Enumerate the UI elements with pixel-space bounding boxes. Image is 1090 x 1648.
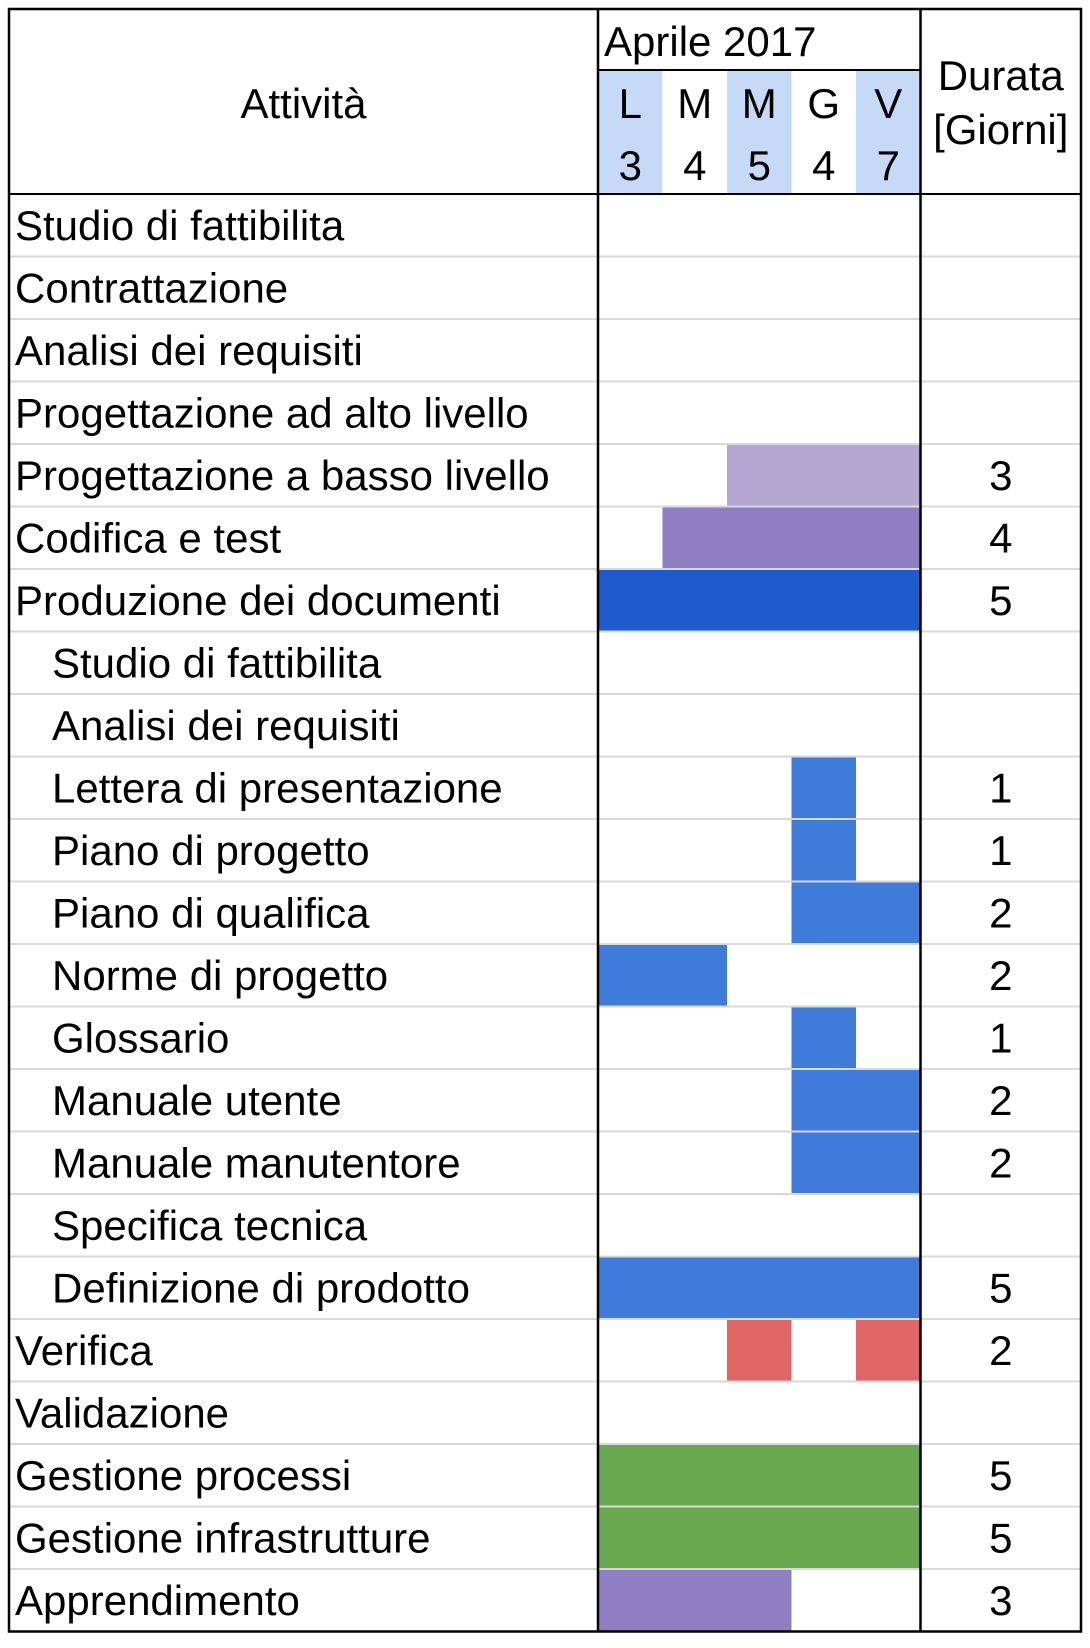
activity-label: Produzione dei documenti <box>15 577 501 624</box>
duration-unit-header: [Giorni] <box>933 106 1068 153</box>
activity-label: Contrattazione <box>15 265 288 312</box>
month-header: Aprile 2017 <box>604 18 816 65</box>
day-header-shade <box>856 70 921 194</box>
activity-label: Manuale manutentore <box>52 1140 461 1187</box>
activity-label: Definizione di prodotto <box>52 1265 470 1312</box>
day-number-label: 3 <box>619 142 642 189</box>
duration-value: 5 <box>989 1265 1012 1312</box>
duration-value: 2 <box>989 1140 1012 1187</box>
activity-label: Norme di progetto <box>52 952 388 999</box>
gantt-bar <box>598 944 727 1007</box>
duration-value: 1 <box>989 765 1012 812</box>
gantt-bar <box>727 444 921 507</box>
activity-header: Attività <box>240 80 367 127</box>
day-number-label: 4 <box>812 142 835 189</box>
activity-label: Validazione <box>15 1390 229 1437</box>
duration-value: 2 <box>989 1327 1012 1374</box>
duration-value: 5 <box>989 1452 1012 1499</box>
gantt-bar <box>727 1319 792 1382</box>
activity-label: Verifica <box>15 1327 153 1374</box>
weekday-label: M <box>742 80 777 127</box>
weekday-label: M <box>677 80 712 127</box>
activity-label: Apprendimento <box>15 1577 300 1624</box>
gantt-bar <box>791 881 921 944</box>
activity-label: Analisi dei requisiti <box>15 327 363 374</box>
gantt-bar <box>598 569 921 632</box>
activity-label: Studio di fattibilita <box>15 202 345 249</box>
duration-value: 1 <box>989 1015 1012 1062</box>
activity-label: Analisi dei requisiti <box>52 702 400 749</box>
day-number-label: 4 <box>683 142 706 189</box>
activity-label: Gestione processi <box>15 1452 351 1499</box>
gantt-bar <box>598 1444 921 1507</box>
gantt-bar <box>791 756 856 819</box>
duration-value: 4 <box>989 515 1012 562</box>
gantt-bar <box>791 819 856 882</box>
gantt-bar <box>598 1569 792 1632</box>
duration-value: 2 <box>989 890 1012 937</box>
activity-label: Gestione infrastrutture <box>15 1515 431 1562</box>
activity-label: Lettera di presentazione <box>52 765 503 812</box>
duration-value: 5 <box>989 1515 1012 1562</box>
duration-value: 2 <box>989 952 1012 999</box>
weekday-label: G <box>807 80 840 127</box>
duration-value: 3 <box>989 452 1012 499</box>
activity-label: Specifica tecnica <box>52 1202 368 1249</box>
activity-label: Studio di fattibilita <box>52 640 382 687</box>
duration-value: 3 <box>989 1577 1012 1624</box>
activity-label: Codifica e test <box>15 515 281 562</box>
gantt-bar <box>791 1006 856 1069</box>
gantt-bar <box>598 1256 921 1319</box>
activity-label: Glossario <box>52 1015 229 1062</box>
activity-label: Piano di progetto <box>52 827 370 874</box>
day-number-label: 5 <box>748 142 771 189</box>
activity-label: Manuale utente <box>52 1077 342 1124</box>
duration-value: 5 <box>989 577 1012 624</box>
activity-label: Progettazione a basso livello <box>15 452 550 499</box>
gantt-bar <box>791 1131 921 1194</box>
weekday-label: L <box>619 80 642 127</box>
activity-label: Progettazione ad alto livello <box>15 390 529 437</box>
weekday-label: V <box>874 80 902 127</box>
duration-value: 2 <box>989 1077 1012 1124</box>
gantt-bar <box>791 1069 921 1132</box>
gantt-bar <box>662 506 921 569</box>
duration-value: 1 <box>989 827 1012 874</box>
duration-header: Durata <box>938 52 1065 99</box>
day-header-shade <box>727 70 792 194</box>
day-header-shade <box>598 70 663 194</box>
day-number-label: 7 <box>877 142 900 189</box>
gantt-bar <box>856 1319 921 1382</box>
gantt-bar <box>598 1506 921 1569</box>
table-border <box>7 7 1083 1633</box>
activity-label: Piano di qualifica <box>52 890 370 937</box>
